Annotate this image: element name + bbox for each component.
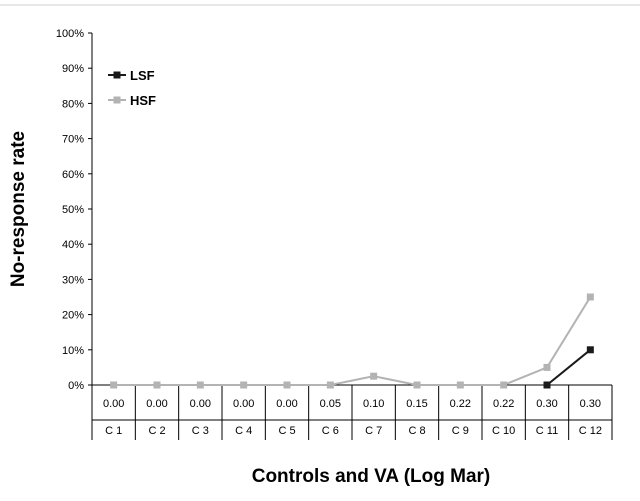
legend-label: LSF xyxy=(130,68,155,83)
y-tick-label: 10% xyxy=(62,345,84,357)
y-tick-label: 60% xyxy=(62,169,84,181)
va-value-label: 0.00 xyxy=(103,398,124,410)
y-tick-label: 20% xyxy=(62,310,84,322)
data-point-lsf xyxy=(586,346,594,354)
va-value-label: 0.30 xyxy=(580,398,601,410)
va-value-label: 0.10 xyxy=(363,398,384,410)
y-tick-label: 50% xyxy=(62,204,84,216)
category-label: C 5 xyxy=(278,425,295,437)
data-point-hsf xyxy=(196,381,204,389)
category-label: C 10 xyxy=(492,425,515,437)
y-tick-label: 100% xyxy=(56,28,84,40)
data-point-lsf xyxy=(543,381,551,389)
data-point-hsf xyxy=(413,381,421,389)
data-point-hsf xyxy=(326,381,334,389)
legend-label: HSF xyxy=(130,93,156,108)
va-value-label: 0.30 xyxy=(536,398,557,410)
va-value-label: 0.05 xyxy=(320,398,341,410)
legend-swatch-marker xyxy=(113,71,121,79)
data-point-hsf xyxy=(586,293,594,301)
data-point-hsf xyxy=(153,381,161,389)
category-label: C 2 xyxy=(148,425,165,437)
va-value-label: 0.22 xyxy=(450,398,471,410)
data-point-hsf xyxy=(240,381,248,389)
legend: LSF HSF xyxy=(108,68,156,108)
data-point-hsf xyxy=(543,363,551,371)
category-label: C 1 xyxy=(105,425,122,437)
series-line-lsf xyxy=(546,349,591,386)
y-tick-label: 30% xyxy=(62,274,84,286)
va-value-label: 0.00 xyxy=(190,398,211,410)
va-value-label: 0.00 xyxy=(146,398,167,410)
category-label: C 11 xyxy=(536,425,558,437)
data-point-hsf xyxy=(370,372,378,380)
category-label: C 4 xyxy=(235,425,252,437)
y-axis-title: No-response rate xyxy=(8,131,29,287)
va-value-label: 0.00 xyxy=(276,398,297,410)
category-label: C 9 xyxy=(452,425,469,437)
category-label: C 3 xyxy=(192,425,209,437)
category-label: C 12 xyxy=(579,425,602,437)
series-line-hsf xyxy=(113,296,592,386)
y-tick-label: 70% xyxy=(62,134,84,146)
category-label: C 8 xyxy=(408,425,425,437)
va-value-label: 0.15 xyxy=(406,398,427,410)
y-tick-label: 40% xyxy=(62,239,84,251)
data-point-hsf xyxy=(500,381,508,389)
x-axis-title: Controls and VA (Log Mar) xyxy=(252,466,491,487)
y-tick-label: 0% xyxy=(68,380,84,392)
category-table: 0.00 C 1 0.00 C 2 0.00 C 3 0.00 C 4 0.00 C 5 0.05 C… xyxy=(91,385,613,440)
data-point-hsf xyxy=(283,381,291,389)
data-point-hsf xyxy=(456,381,464,389)
y-axis-ticks: 0% 10% 20% 30% 40% 50% 60% 70% 80% 90% 100% xyxy=(56,28,92,392)
axes xyxy=(91,33,612,386)
legend-swatch-marker xyxy=(113,96,121,104)
y-tick-label: 90% xyxy=(62,63,84,75)
va-value-label: 0.00 xyxy=(233,398,254,410)
category-label: C 6 xyxy=(322,425,339,437)
category-label: C 7 xyxy=(365,425,382,437)
series-lines xyxy=(110,293,594,389)
y-tick-label: 80% xyxy=(62,98,84,110)
data-point-hsf xyxy=(110,381,118,389)
va-value-label: 0.22 xyxy=(493,398,514,410)
